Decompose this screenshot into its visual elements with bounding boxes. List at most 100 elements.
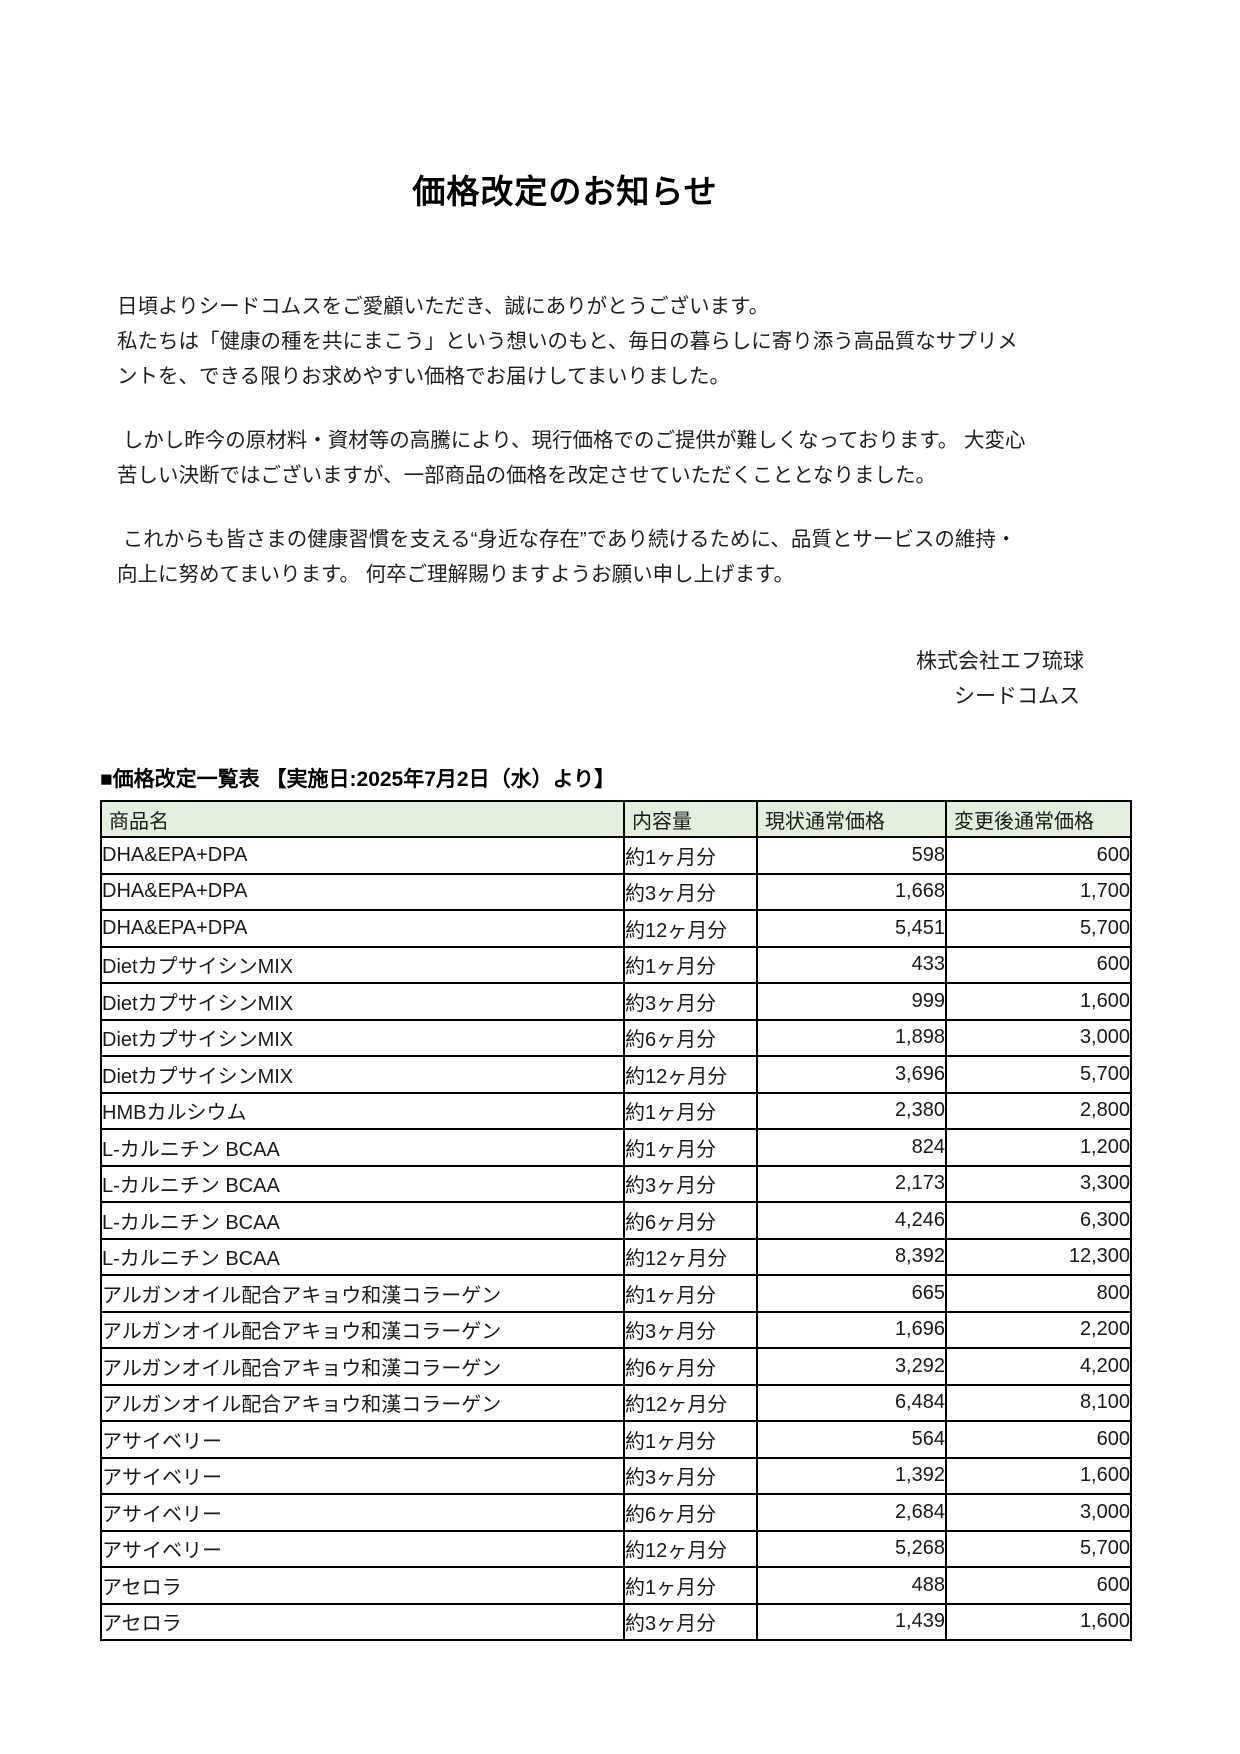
cell-product-name: DietカプサイシンMIX bbox=[100, 982, 625, 1021]
table-row: HMBカルシウム 約1ヶ月分 2,380 2,800 bbox=[100, 1091, 1132, 1130]
cell-current-price: 4,246 bbox=[756, 1201, 947, 1240]
cell-new-price: 6,300 bbox=[945, 1201, 1132, 1240]
cell-new-price: 2,800 bbox=[945, 1091, 1132, 1130]
cell-quantity: 約3ヶ月分 bbox=[623, 872, 758, 911]
cell-new-price: 4,200 bbox=[945, 1347, 1132, 1386]
table-row: L-カルニチン BCAA 約1ヶ月分 824 1,200 bbox=[100, 1128, 1132, 1167]
cell-quantity: 約3ヶ月分 bbox=[623, 982, 758, 1021]
table-header-row: 商品名 内容量 現状通常価格 変更後通常価格 bbox=[100, 800, 1132, 838]
cell-product-name: アサイベリー bbox=[100, 1529, 625, 1568]
paragraph: しかし昨今の原材料・資材等の高騰により、現行価格でのご提供が難しくなっております… bbox=[117, 423, 1037, 493]
cell-quantity: 約12ヶ月分 bbox=[623, 909, 758, 948]
cell-product-name: アルガンオイル配合アキョウ和漢コラーゲン bbox=[100, 1310, 625, 1349]
cell-product-name: アセロラ bbox=[100, 1602, 625, 1641]
cell-current-price: 598 bbox=[756, 836, 947, 875]
cell-product-name: アルガンオイル配合アキョウ和漢コラーゲン bbox=[100, 1274, 625, 1313]
paragraph-line: 苦しい決断ではございますが、一部商品の価格を改定させていただくこととなりました。 bbox=[117, 464, 936, 487]
cell-new-price: 600 bbox=[945, 1420, 1132, 1459]
col-header-product-name: 商品名 bbox=[100, 800, 625, 838]
cell-current-price: 1,439 bbox=[756, 1602, 947, 1641]
table-row: DHA&EPA+DPA 約12ヶ月分 5,451 5,700 bbox=[100, 909, 1132, 948]
paragraph-line: これからも皆さまの健康習慣を支える“身近な存在”であり続けるために、品質とサービ… bbox=[117, 528, 1017, 551]
cell-new-price: 3,000 bbox=[945, 1493, 1132, 1532]
cell-product-name: L-カルニチン BCAA bbox=[100, 1237, 625, 1276]
table-row: アルガンオイル配合アキョウ和漢コラーゲン 約1ヶ月分 665 800 bbox=[100, 1274, 1132, 1313]
cell-product-name: DHA&EPA+DPA bbox=[100, 836, 625, 875]
table-row: DietカプサイシンMIX 約12ヶ月分 3,696 5,700 bbox=[100, 1055, 1132, 1094]
table-section-heading: ■価格改定一覧表 【実施日:2025年7月2日（水）より】 bbox=[100, 768, 616, 791]
cell-new-price: 1,600 bbox=[945, 1456, 1132, 1495]
table-row: アサイベリー 約3ヶ月分 1,392 1,600 bbox=[100, 1456, 1132, 1495]
cell-new-price: 5,700 bbox=[945, 909, 1132, 948]
cell-current-price: 5,451 bbox=[756, 909, 947, 948]
cell-current-price: 1,898 bbox=[756, 1018, 947, 1057]
paragraph-line: 日頃よりシードコムスをご愛顧いただき、誠にありがとうございます。 bbox=[117, 295, 770, 318]
paragraph-line: しかし昨今の原材料・資材等の高騰により、現行価格でのご提供が難しくなっております… bbox=[117, 429, 1026, 452]
cell-product-name: DHA&EPA+DPA bbox=[100, 872, 625, 911]
cell-new-price: 1,600 bbox=[945, 982, 1132, 1021]
cell-quantity: 約3ヶ月分 bbox=[623, 1602, 758, 1641]
body-paragraphs: 日頃よりシードコムスをご愛顧いただき、誠にありがとうございます。 私たちは「健康の… bbox=[117, 289, 1037, 592]
signature-block: 株式会社エフ琉球 シードコムス bbox=[0, 644, 1084, 714]
cell-quantity: 約1ヶ月分 bbox=[623, 836, 758, 875]
col-header-quantity: 内容量 bbox=[623, 800, 758, 838]
cell-quantity: 約1ヶ月分 bbox=[623, 1128, 758, 1167]
cell-new-price: 8,100 bbox=[945, 1383, 1132, 1422]
table-row: L-カルニチン BCAA 約3ヶ月分 2,173 3,300 bbox=[100, 1164, 1132, 1203]
cell-current-price: 1,668 bbox=[756, 872, 947, 911]
col-header-new-price: 変更後通常価格 bbox=[945, 800, 1132, 838]
cell-current-price: 3,696 bbox=[756, 1055, 947, 1094]
table-row: アサイベリー 約12ヶ月分 5,268 5,700 bbox=[100, 1529, 1132, 1568]
cell-current-price: 1,392 bbox=[756, 1456, 947, 1495]
cell-product-name: L-カルニチン BCAA bbox=[100, 1164, 625, 1203]
cell-current-price: 999 bbox=[756, 982, 947, 1021]
paragraph: 日頃よりシードコムスをご愛顧いただき、誠にありがとうございます。 私たちは「健康の… bbox=[117, 289, 1037, 394]
cell-quantity: 約3ヶ月分 bbox=[623, 1164, 758, 1203]
cell-product-name: アサイベリー bbox=[100, 1493, 625, 1532]
cell-product-name: アセロラ bbox=[100, 1566, 625, 1605]
cell-new-price: 3,000 bbox=[945, 1018, 1132, 1057]
cell-product-name: アルガンオイル配合アキョウ和漢コラーゲン bbox=[100, 1347, 625, 1386]
signature-brand: シードコムス bbox=[954, 685, 1080, 708]
cell-current-price: 824 bbox=[756, 1128, 947, 1167]
cell-product-name: アルガンオイル配合アキョウ和漢コラーゲン bbox=[100, 1383, 625, 1422]
table-row: アサイベリー 約1ヶ月分 564 600 bbox=[100, 1420, 1132, 1459]
cell-product-name: DietカプサイシンMIX bbox=[100, 945, 625, 984]
cell-current-price: 5,268 bbox=[756, 1529, 947, 1568]
paragraph-line: ントを、できる限りお求めやすい価格でお届けしてまいりました。 bbox=[117, 365, 730, 388]
cell-new-price: 1,200 bbox=[945, 1128, 1132, 1167]
page-title: 価格改定のお知らせ bbox=[412, 173, 718, 210]
cell-new-price: 1,600 bbox=[945, 1602, 1132, 1641]
cell-quantity: 約6ヶ月分 bbox=[623, 1347, 758, 1386]
table-row: アルガンオイル配合アキョウ和漢コラーゲン 約12ヶ月分 6,484 8,100 bbox=[100, 1383, 1132, 1422]
cell-current-price: 564 bbox=[756, 1420, 947, 1459]
paragraph: これからも皆さまの健康習慣を支える“身近な存在”であり続けるために、品質とサービ… bbox=[117, 522, 1037, 592]
table-row: アセロラ 約3ヶ月分 1,439 1,600 bbox=[100, 1602, 1132, 1641]
table-row: DietカプサイシンMIX 約6ヶ月分 1,898 3,000 bbox=[100, 1018, 1132, 1057]
table-row: アサイベリー 約6ヶ月分 2,684 3,000 bbox=[100, 1493, 1132, 1532]
cell-product-name: DietカプサイシンMIX bbox=[100, 1018, 625, 1057]
cell-quantity: 約12ヶ月分 bbox=[623, 1383, 758, 1422]
cell-current-price: 1,696 bbox=[756, 1310, 947, 1349]
paragraph-line: 向上に努めてまいります。 何卒ご理解賜りますようお願い申し上げます。 bbox=[117, 563, 795, 586]
cell-new-price: 600 bbox=[945, 836, 1132, 875]
table-row: DietカプサイシンMIX 約3ヶ月分 999 1,600 bbox=[100, 982, 1132, 1021]
table-row: アルガンオイル配合アキョウ和漢コラーゲン 約3ヶ月分 1,696 2,200 bbox=[100, 1310, 1132, 1349]
cell-quantity: 約3ヶ月分 bbox=[623, 1310, 758, 1349]
price-table: 商品名 内容量 現状通常価格 変更後通常価格 DHA&EPA+DPA 約1ヶ月分 5… bbox=[100, 800, 1132, 1641]
cell-product-name: DHA&EPA+DPA bbox=[100, 909, 625, 948]
cell-current-price: 433 bbox=[756, 945, 947, 984]
cell-quantity: 約6ヶ月分 bbox=[623, 1493, 758, 1532]
cell-product-name: アサイベリー bbox=[100, 1456, 625, 1495]
cell-product-name: HMBカルシウム bbox=[100, 1091, 625, 1130]
cell-quantity: 約3ヶ月分 bbox=[623, 1456, 758, 1495]
table-row: DHA&EPA+DPA 約3ヶ月分 1,668 1,700 bbox=[100, 872, 1132, 911]
cell-new-price: 600 bbox=[945, 1566, 1132, 1605]
cell-current-price: 665 bbox=[756, 1274, 947, 1313]
table-row: アルガンオイル配合アキョウ和漢コラーゲン 約6ヶ月分 3,292 4,200 bbox=[100, 1347, 1132, 1386]
cell-product-name: L-カルニチン BCAA bbox=[100, 1201, 625, 1240]
cell-product-name: アサイベリー bbox=[100, 1420, 625, 1459]
table-row: L-カルニチン BCAA 約12ヶ月分 8,392 12,300 bbox=[100, 1237, 1132, 1276]
cell-new-price: 2,200 bbox=[945, 1310, 1132, 1349]
cell-product-name: DietカプサイシンMIX bbox=[100, 1055, 625, 1094]
